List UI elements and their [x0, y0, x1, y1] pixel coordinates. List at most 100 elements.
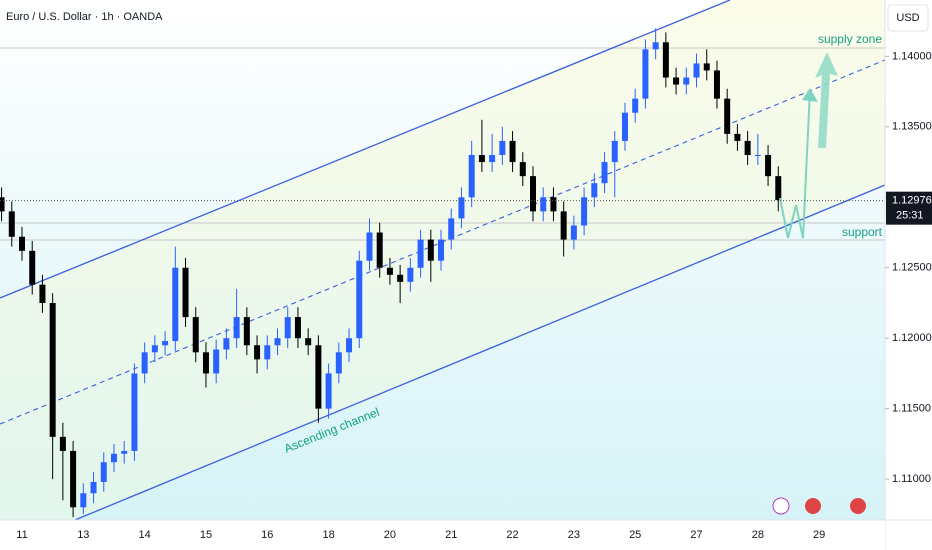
- candle-body: [172, 267, 179, 342]
- candle-body: [652, 42, 659, 50]
- event-icon: [805, 498, 821, 514]
- projection-arrow: [815, 52, 838, 148]
- last-price-box: [886, 191, 932, 225]
- event-icon: [850, 498, 866, 514]
- candle-body: [468, 155, 475, 198]
- candle-body: [305, 338, 312, 346]
- candle-body: [151, 345, 158, 353]
- y-tick-label: 1.14000: [892, 50, 932, 62]
- candle-body: [121, 450, 128, 454]
- x-tick-label: 28: [752, 529, 764, 541]
- x-tick-label: 20: [384, 529, 396, 541]
- candle-body: [202, 352, 209, 374]
- candle-body: [0, 197, 5, 212]
- y-tick-label: 1.11500: [892, 403, 931, 415]
- last-price: 1.12976: [892, 195, 932, 207]
- candle-body: [315, 345, 322, 409]
- candle-body: [264, 345, 271, 360]
- candle-body: [274, 338, 281, 346]
- chart-title: Euro / U.S. Dollar · 1h · OANDA: [6, 11, 163, 23]
- countdown: 25:31: [896, 210, 924, 222]
- x-tick-label: 21: [445, 529, 457, 541]
- candle-body: [407, 267, 414, 282]
- candle-body: [182, 267, 189, 318]
- projection-path: [779, 89, 811, 239]
- candle-body: [509, 140, 516, 163]
- supply-label: supply zone: [818, 32, 882, 46]
- y-tick-label: 1.13500: [892, 121, 932, 133]
- candle-body: [478, 155, 485, 163]
- candle-body: [734, 133, 741, 141]
- candle-body: [39, 284, 46, 303]
- candle-body: [386, 267, 393, 275]
- x-tick-label: 27: [690, 529, 702, 541]
- price-axis: [885, 0, 932, 550]
- candles: [0, 28, 782, 518]
- candle-body: [683, 77, 690, 85]
- currency-box: [887, 4, 929, 32]
- candle-body: [294, 317, 301, 339]
- x-tick-label: 18: [322, 529, 334, 541]
- candle-body: [284, 317, 291, 339]
- candle-body: [366, 232, 373, 261]
- candle-body: [417, 239, 424, 268]
- candle-body: [673, 77, 680, 85]
- candle-body: [49, 302, 56, 437]
- candle-body: [662, 42, 669, 78]
- x-tick-label: 16: [261, 529, 273, 541]
- candle-body: [90, 481, 97, 494]
- candle-body: [80, 493, 87, 508]
- candle-body: [489, 155, 496, 163]
- candle-body: [325, 373, 332, 409]
- candle-body: [19, 236, 25, 251]
- candle-body: [233, 317, 240, 339]
- candle-body: [519, 162, 526, 177]
- candle-body: [213, 349, 220, 374]
- channel-lower: [74, 184, 886, 521]
- candle-body: [243, 317, 250, 346]
- x-tick-label: 22: [506, 529, 518, 541]
- currency: USD: [896, 12, 919, 24]
- y-tick-label: 1.11000: [892, 473, 931, 485]
- candle-body: [376, 232, 383, 268]
- candle-body: [601, 162, 608, 184]
- event-icon: [772, 497, 790, 515]
- candle-body: [621, 112, 628, 141]
- y-tick-label: 1.12500: [892, 262, 932, 274]
- candle-body: [693, 63, 700, 78]
- candle-body: [8, 211, 15, 237]
- x-tick-label: 23: [568, 529, 580, 541]
- candle-body: [540, 197, 547, 212]
- channel-upper: [0, 0, 731, 299]
- x-tick-label: 25: [629, 529, 641, 541]
- candle-body: [724, 98, 731, 134]
- candle-body: [29, 250, 36, 285]
- time-axis: [0, 520, 885, 550]
- candle-body: [560, 211, 567, 240]
- candle-body: [458, 197, 465, 219]
- candle-body: [162, 341, 169, 346]
- x-tick-label: 29: [813, 529, 825, 541]
- candle-body: [775, 176, 782, 201]
- candle-body: [591, 183, 598, 198]
- candle-body: [744, 140, 751, 156]
- support-label: support: [842, 225, 883, 239]
- x-tick-label: 13: [77, 529, 89, 541]
- candle-body: [448, 218, 455, 240]
- candle-body: [141, 352, 148, 374]
- candle-body: [713, 70, 720, 99]
- candle-body: [642, 49, 649, 99]
- candle-body: [59, 436, 66, 451]
- candle-body: [570, 225, 577, 240]
- candle-body: [530, 176, 536, 212]
- candle-body: [131, 373, 138, 451]
- candle-body: [499, 140, 506, 156]
- x-tick-label: 14: [139, 529, 151, 541]
- candle-body: [70, 450, 77, 508]
- candle-body: [223, 338, 230, 350]
- candle-body: [427, 239, 434, 261]
- candle-body: [254, 345, 261, 360]
- candle-body: [397, 274, 404, 282]
- candle-body: [765, 155, 772, 177]
- candle-body: [632, 98, 639, 113]
